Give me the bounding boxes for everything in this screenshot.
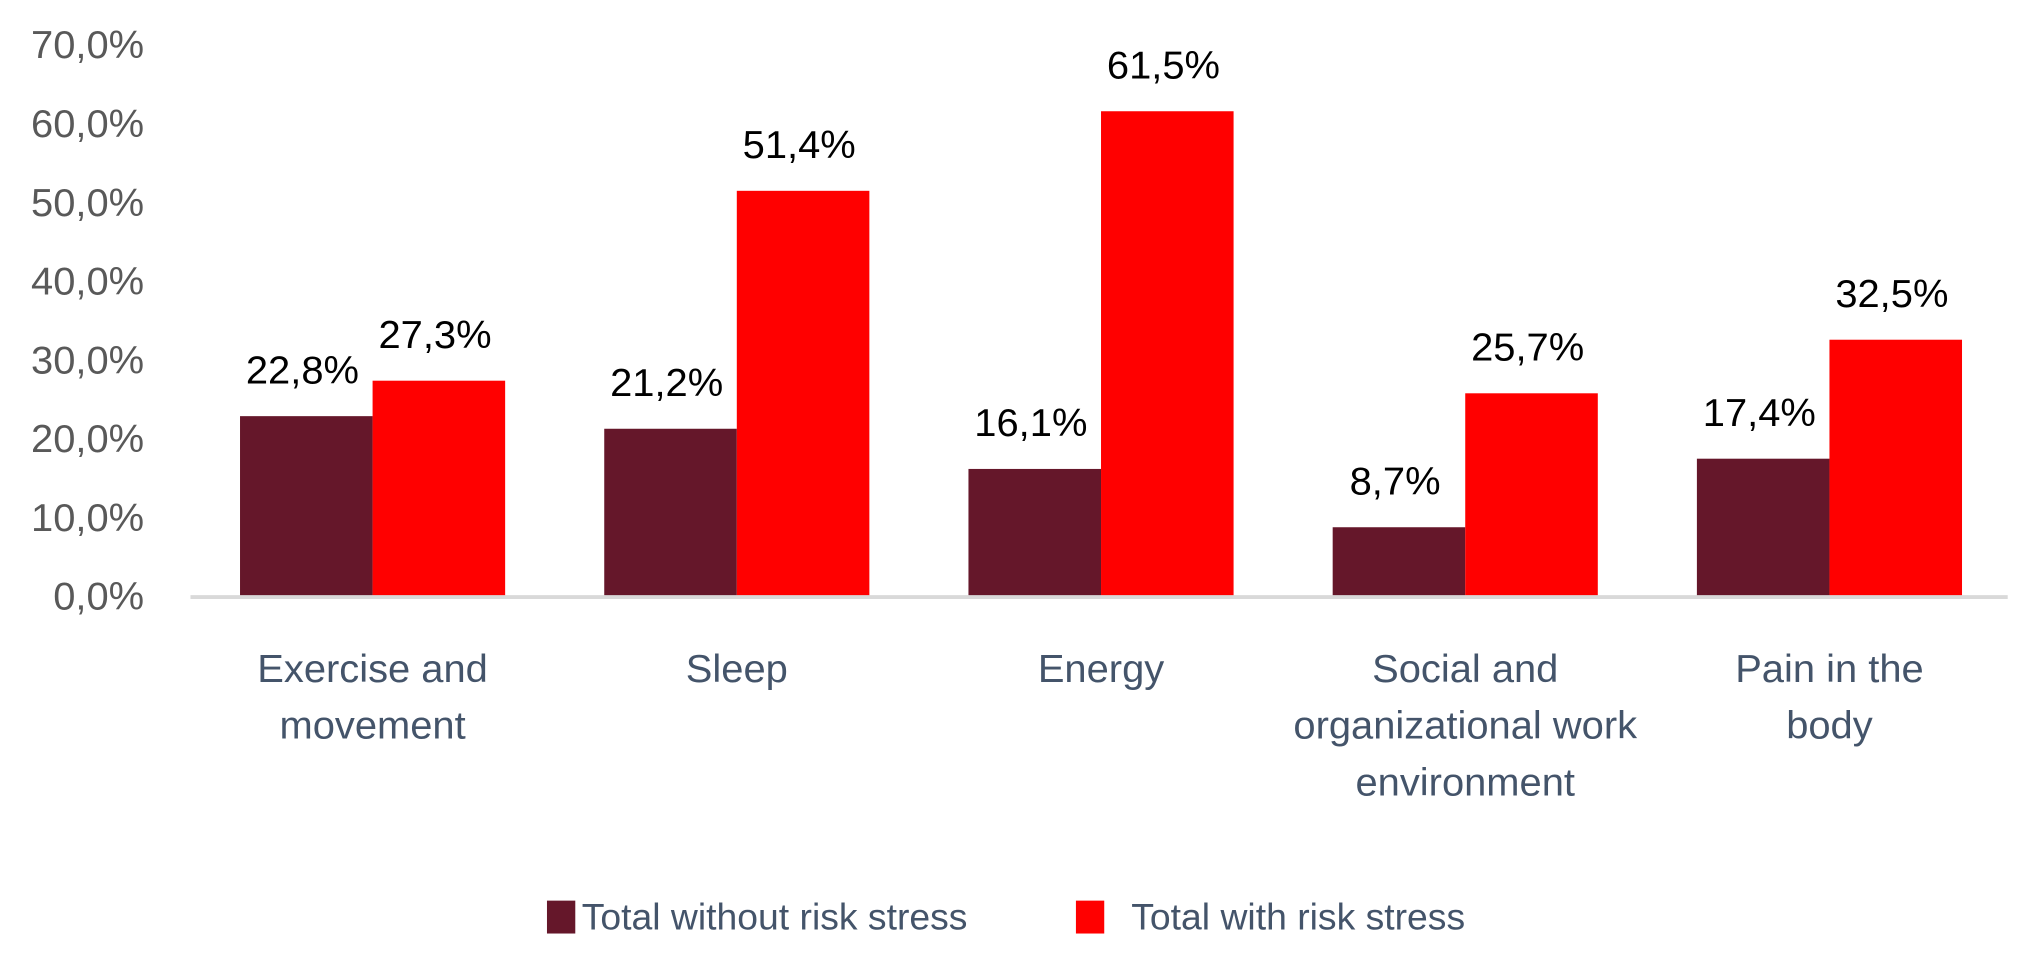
y-tick-label: 70,0% — [31, 23, 144, 67]
legend-label: Total without risk stress — [582, 897, 968, 938]
data-label: 17,4% — [1703, 391, 1816, 435]
category-label: Exercise and — [257, 647, 488, 691]
y-tick-label: 50,0% — [31, 181, 144, 225]
bar-without-risk — [1332, 527, 1466, 596]
data-label: 21,2% — [610, 361, 723, 405]
category-label: organizational work — [1293, 704, 1637, 748]
legend-swatch — [546, 900, 576, 934]
category-label: body — [1786, 704, 1873, 748]
data-label: 16,1% — [974, 401, 1087, 445]
data-label: 51,4% — [743, 123, 856, 167]
category-label: environment — [1355, 761, 1575, 805]
y-tick-label: 10,0% — [31, 496, 144, 540]
bar-without-risk — [240, 416, 373, 596]
y-tick-label: 30,0% — [31, 339, 144, 383]
data-label: 32,5% — [1835, 272, 1948, 316]
bar-with-risk — [1101, 111, 1234, 596]
category-label: Social and — [1372, 647, 1558, 691]
y-tick-label: 0,0% — [53, 575, 144, 619]
category-label: Pain in the — [1735, 647, 1923, 691]
category-label: movement — [279, 704, 465, 748]
y-tick-label: 60,0% — [31, 102, 144, 146]
data-label: 8,7% — [1350, 460, 1441, 504]
y-tick-label: 20,0% — [31, 417, 144, 461]
category-label: Sleep — [686, 647, 788, 691]
bar-with-risk — [1465, 393, 1598, 596]
legend: Total without risk stress Total with risk… — [546, 897, 1465, 938]
bar-without-risk — [968, 468, 1102, 596]
legend-swatch — [1075, 900, 1105, 934]
bar-with-risk — [1829, 339, 1963, 596]
legend-label: Total with risk stress — [1131, 897, 1465, 938]
y-tick-label: 40,0% — [31, 260, 144, 304]
bar-without-risk — [1696, 458, 1830, 596]
data-label: 25,7% — [1471, 326, 1584, 370]
data-label: 27,3% — [378, 313, 491, 357]
bar-without-risk — [604, 428, 737, 596]
bar-with-risk — [736, 190, 870, 596]
category-label: Energy — [1038, 647, 1165, 691]
data-label: 61,5% — [1107, 44, 1220, 88]
bar-with-risk — [372, 380, 506, 596]
data-label: 22,8% — [246, 349, 359, 393]
